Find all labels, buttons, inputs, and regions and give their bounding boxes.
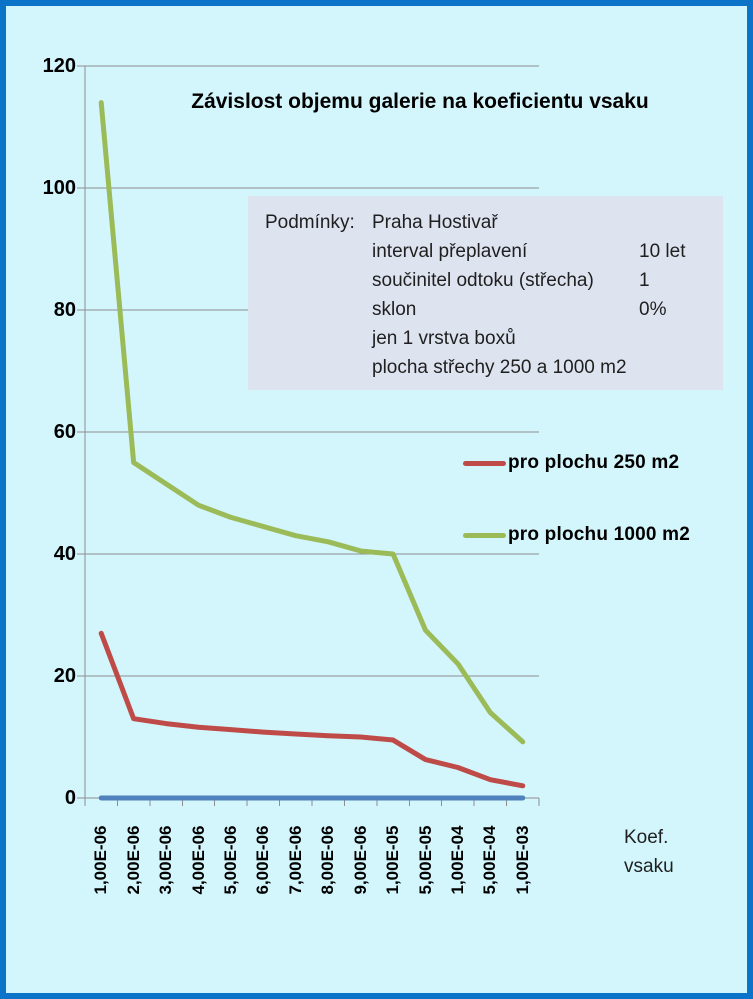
x-axis-category-label: 8,00E-06	[318, 825, 338, 895]
conditions-rows: Podmínky: Praha Hostivař interval přeplave…	[265, 208, 723, 382]
legend-entry: pro plochu 250 m2	[463, 450, 679, 476]
y-axis-tick-label: 40	[53, 543, 76, 565]
x-axis-category-label: 4,00E-06	[188, 825, 208, 895]
condition-heading	[265, 324, 372, 353]
series-line-pro-plochu-250-m2	[98, 630, 526, 789]
x-axis-title-line1: Koef.	[624, 827, 669, 848]
y-axis-tick-label: 60	[53, 421, 76, 443]
legend-label: pro plochu 250 m2	[508, 452, 680, 473]
condition-text: interval přeplavení	[372, 241, 528, 262]
condition-row: součinitel odtoku (střecha) 1	[265, 266, 723, 295]
condition-heading	[265, 353, 372, 382]
y-axis-tick-label: 120	[42, 55, 76, 77]
condition-value	[639, 208, 723, 237]
series-line-pro-plochu-1000-m2	[98, 100, 526, 745]
condition-text: plocha střechy 250 a 1000 m2	[372, 357, 627, 378]
chart-title: Závislost objemu galerie na koeficientu …	[191, 90, 649, 113]
legend-swatch-icon	[463, 532, 506, 538]
x-axis-category-label: 3,00E-06	[156, 825, 176, 895]
condition-row: interval přeplavení 10 let	[265, 237, 723, 266]
x-axis-category-label: 6,00E-06	[253, 825, 273, 895]
x-axis-category-label: 7,00E-06	[285, 825, 305, 895]
y-axis-tick-label: 20	[53, 665, 76, 687]
condition-heading	[265, 295, 372, 324]
condition-heading: Podmínky:	[265, 212, 355, 233]
condition-value	[639, 324, 723, 353]
y-axis-tick-label: 80	[53, 299, 76, 321]
condition-row: sklon 0%	[265, 295, 723, 324]
condition-text: jen 1 vrstva boxů	[372, 328, 516, 349]
condition-value: 0%	[639, 299, 667, 320]
condition-row: jen 1 vrstva boxů	[265, 324, 723, 353]
y-axis-tick-label: 0	[64, 787, 76, 809]
condition-text: sklon	[372, 299, 417, 320]
condition-value: 1	[639, 270, 650, 291]
x-axis-category-label: 5,00E-06	[220, 825, 240, 895]
x-axis-category-label: 1,00E-06	[91, 825, 111, 895]
legend-entry: pro plochu 1000 m2	[463, 522, 690, 548]
condition-heading	[265, 237, 372, 266]
condition-value	[639, 353, 723, 382]
condition-row: plocha střechy 250 a 1000 m2	[265, 353, 723, 382]
condition-text: součinitel odtoku (střecha)	[372, 270, 594, 291]
x-axis-title-line2: vsaku	[624, 856, 674, 877]
x-axis-category-label: 1,00E-03	[512, 825, 532, 895]
condition-value: 10 let	[639, 241, 686, 262]
x-axis-category-label: 1,00E-04	[447, 825, 467, 895]
y-axis-tick-label: 100	[42, 177, 76, 199]
conditions-box: Podmínky: Praha Hostivař interval přeplave…	[248, 196, 723, 390]
x-axis-category-label: 5,00E-05	[415, 825, 435, 895]
x-axis-category-label: 5,00E-04	[480, 825, 500, 895]
legend-swatch-icon	[463, 460, 506, 466]
x-axis-title: Koef. vsaku	[624, 823, 674, 881]
condition-text: Praha Hostivař	[372, 212, 498, 233]
x-axis-category-label: 9,00E-06	[350, 825, 370, 895]
x-axis-category-label: 2,00E-06	[123, 825, 143, 895]
legend-label: pro plochu 1000 m2	[508, 524, 691, 545]
condition-heading	[265, 266, 372, 295]
x-axis-category-label: 1,00E-05	[383, 825, 403, 895]
condition-row: Podmínky: Praha Hostivař	[265, 208, 723, 237]
